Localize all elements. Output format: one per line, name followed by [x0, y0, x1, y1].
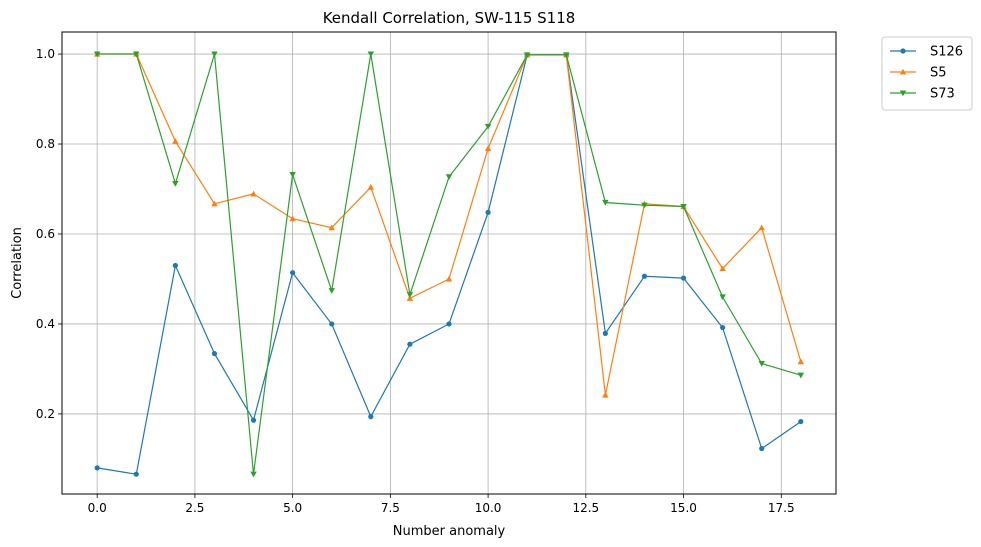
x-tick-label: 12.5 — [572, 501, 599, 515]
data-point — [211, 51, 218, 58]
data-point — [367, 183, 375, 190]
legend-marker — [900, 48, 906, 54]
legend-marker — [899, 90, 907, 97]
series-s73 — [93, 51, 805, 478]
data-point — [485, 209, 491, 215]
legend: S126 S5 S73 — [881, 36, 973, 111]
data-point — [758, 224, 765, 231]
legend-label: S126 — [930, 45, 963, 60]
series-line — [97, 53, 801, 475]
x-tick-label: 10.0 — [475, 501, 502, 515]
data-point — [289, 215, 296, 222]
data-point — [367, 51, 375, 58]
y-tick-label: 0.4 — [36, 317, 55, 331]
data-point — [94, 465, 100, 471]
data-point — [719, 294, 726, 301]
data-point — [563, 52, 570, 59]
data-point — [290, 270, 296, 276]
data-point — [172, 138, 179, 144]
data-point — [211, 351, 218, 357]
data-point — [759, 445, 765, 452]
data-point — [406, 292, 414, 298]
x-axis-label: Number anomaly — [393, 524, 506, 539]
data-point — [250, 190, 257, 197]
data-point — [446, 321, 452, 327]
data-point — [250, 471, 257, 478]
x-tick-label: 5.0 — [283, 501, 302, 515]
data-point — [93, 51, 101, 58]
data-point — [133, 51, 140, 58]
y-tick-label: 0.2 — [36, 407, 55, 421]
data-point — [250, 417, 257, 423]
plot-area — [61, 31, 837, 495]
data-point — [602, 391, 609, 398]
axis-ticks: 0.0 2.5 5.0 7.5 10.0 12.5 15.0 17.5 0.2 0.4 0.6 0.8… — [36, 47, 795, 515]
data-point — [289, 172, 296, 178]
x-tick-label: 0.0 — [88, 501, 107, 515]
legend-marker — [899, 68, 907, 75]
data-point — [602, 199, 609, 206]
x-tick-label: 15.0 — [670, 501, 697, 515]
y-axis-label: Correlation — [10, 227, 25, 299]
data-point — [680, 275, 687, 281]
legend-label: S73 — [930, 87, 955, 102]
data-point — [172, 181, 179, 187]
data-point — [328, 224, 335, 231]
data-point — [602, 330, 608, 337]
data-point — [720, 324, 726, 331]
chart-title: Kendall Correlation, SW-115 S118 — [323, 9, 576, 27]
data-point — [133, 471, 139, 477]
series-line — [97, 53, 802, 396]
data-point — [211, 200, 218, 207]
data-point — [484, 145, 492, 152]
data-point — [368, 414, 374, 420]
data-point — [641, 273, 648, 279]
x-tick-label: 2.5 — [185, 501, 204, 515]
data-point — [406, 295, 414, 301]
series-line — [97, 54, 802, 475]
y-tick-label: 1.0 — [36, 47, 55, 61]
data-point — [797, 358, 805, 365]
y-tick-label: 0.8 — [36, 137, 55, 151]
grid-lines — [62, 32, 836, 494]
data-point — [172, 262, 178, 269]
y-tick-label: 0.6 — [36, 227, 55, 241]
legend-label: S5 — [930, 66, 947, 81]
data-point — [328, 288, 335, 294]
series-s5 — [93, 50, 805, 398]
series-layer — [93, 50, 805, 478]
data-point — [641, 202, 648, 209]
x-tick-label: 17.5 — [768, 501, 795, 515]
data-point — [484, 123, 492, 130]
data-point — [680, 203, 687, 210]
data-point — [719, 265, 726, 272]
data-point — [329, 321, 335, 327]
data-point — [798, 418, 804, 425]
x-tick-label: 7.5 — [381, 501, 400, 515]
data-point — [407, 341, 413, 347]
data-point — [445, 174, 453, 181]
data-point — [523, 52, 531, 59]
series-s126 — [94, 52, 804, 477]
data-point — [758, 360, 765, 367]
data-point — [445, 275, 453, 282]
data-point — [797, 372, 805, 379]
